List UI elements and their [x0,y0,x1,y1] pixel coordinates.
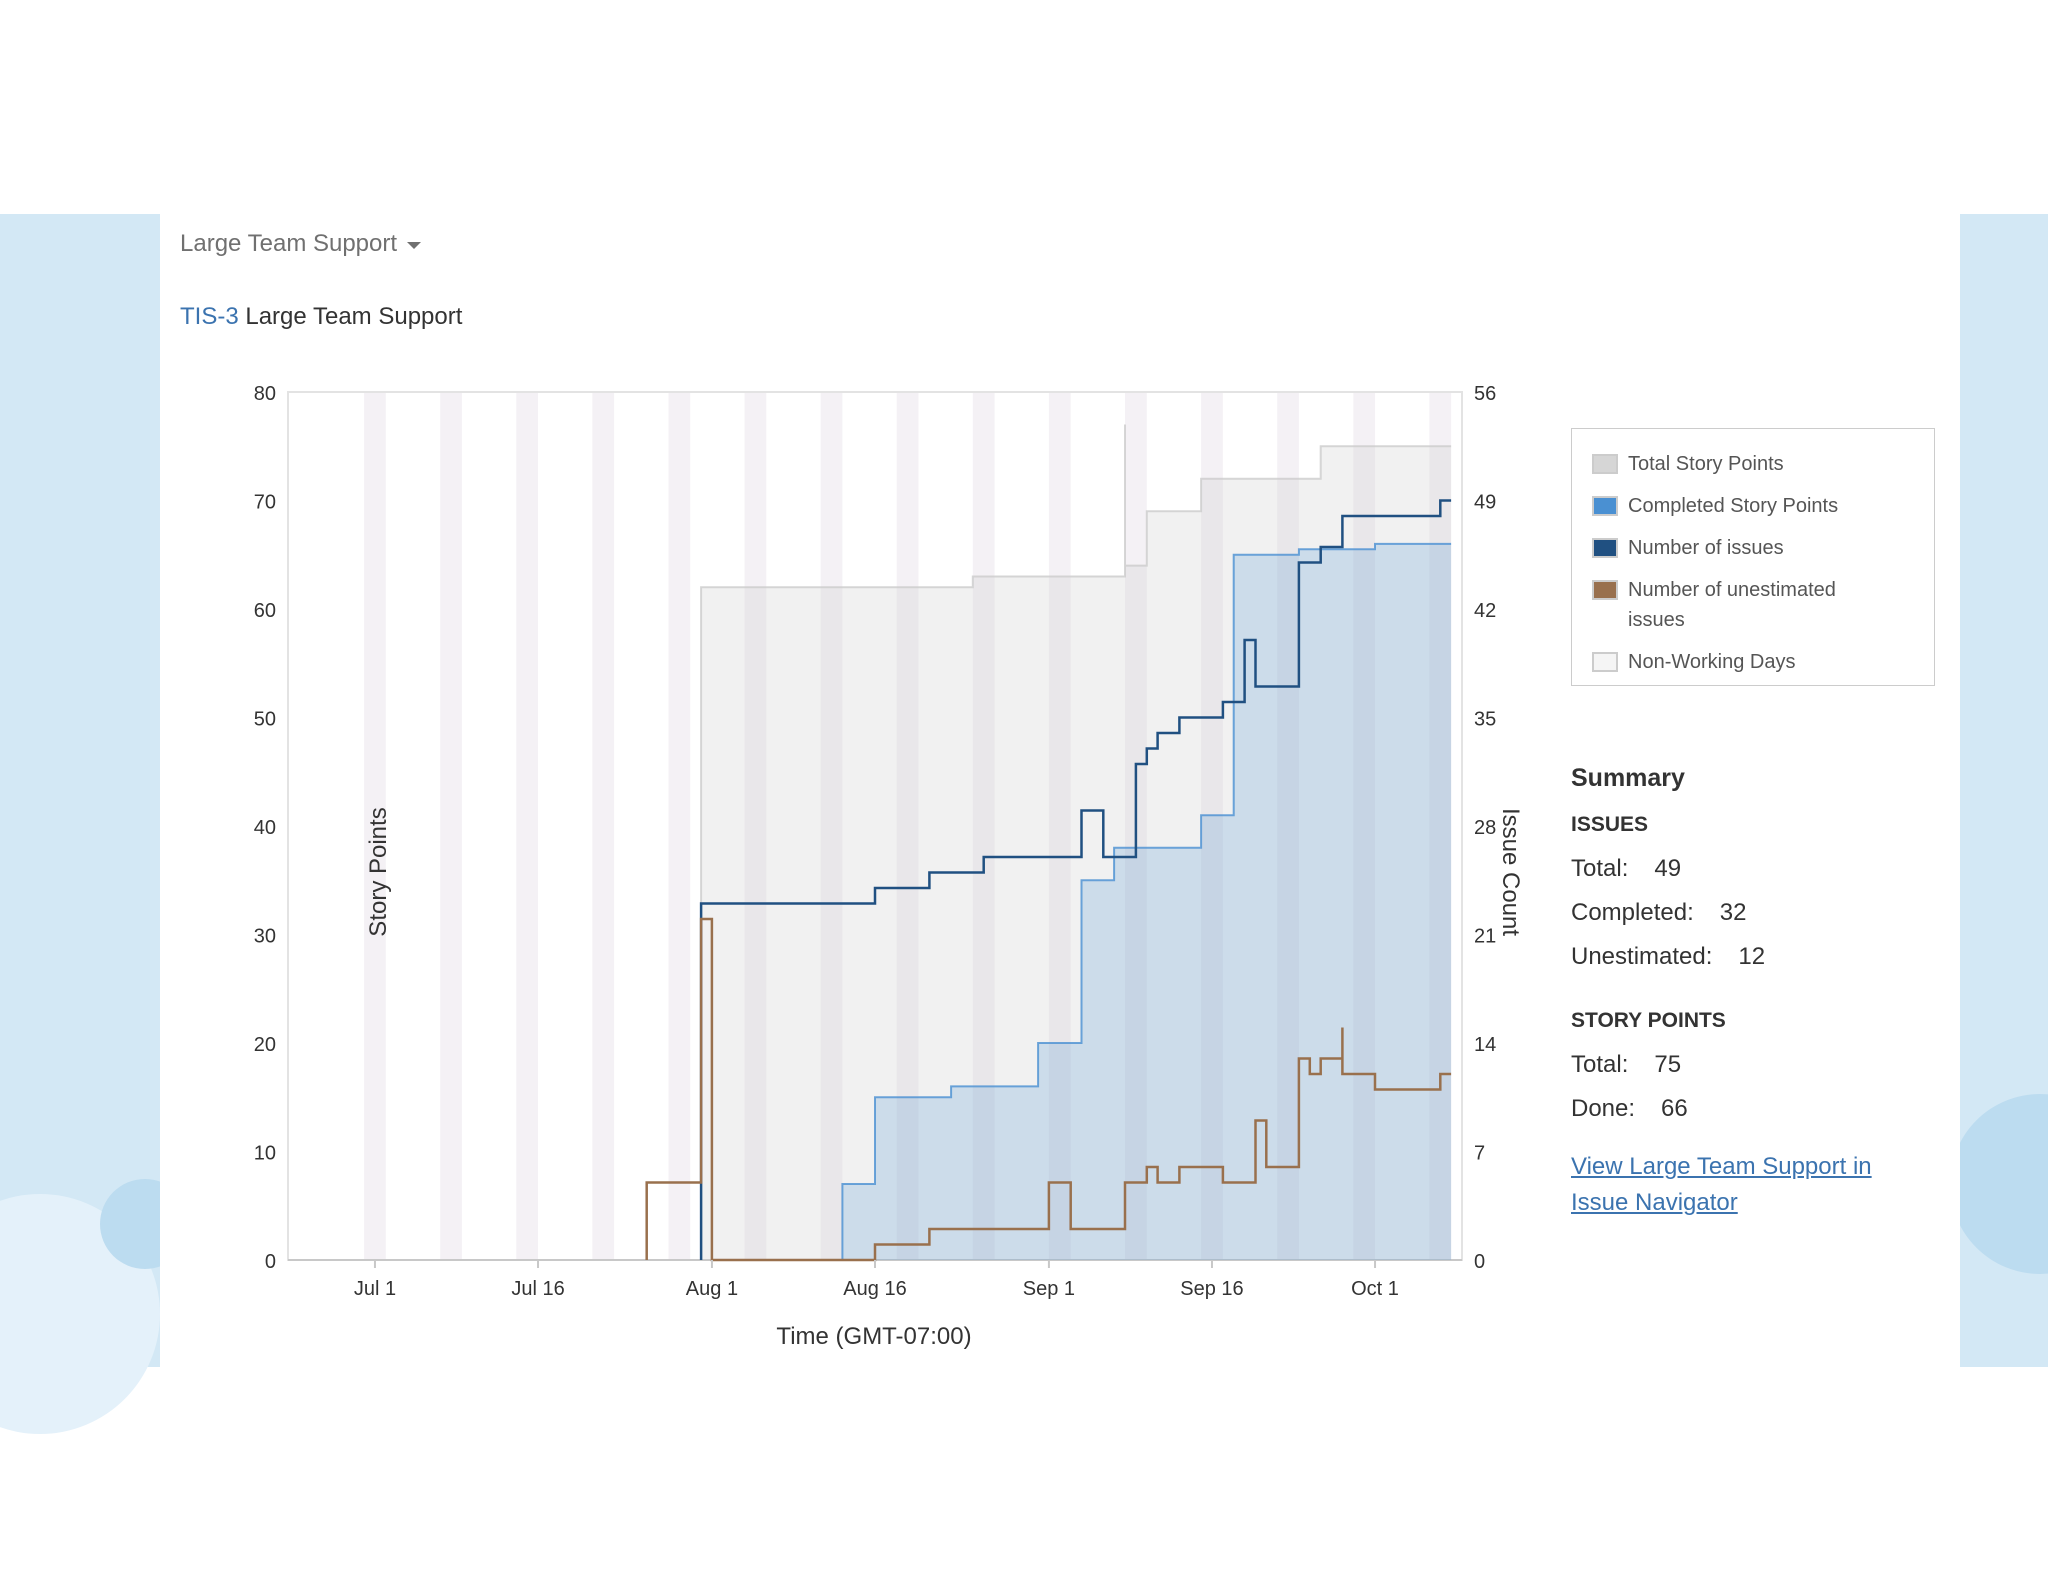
right-axis-ticks: 0 7 14 21 28 35 42 49 56 [1474,383,1496,1273]
issues-heading: ISSUES [1571,813,1649,836]
y2-tick-label: 21 [1474,926,1496,948]
legend-item-non-working-days: Non-Working Days [1592,647,1914,677]
x-tick-label: Jul 16 [511,1278,564,1300]
x-tick-label: Aug 16 [843,1278,906,1300]
x-tick-label: Sep 16 [1180,1278,1243,1300]
legend-item-total-story-points: Total Story Points [1592,449,1914,479]
epic-title: TIS-3 Large Team Support [180,303,462,331]
y-tick-label: 0 [265,1251,276,1273]
non-working-day-band [744,392,767,1260]
stat-value: 75 [1654,1051,1682,1078]
issues-completed-row: Completed: 32 [1571,899,1951,943]
x-axis-label: Time (GMT-07:00) [776,1323,971,1350]
legend-item-completed-story-points: Completed Story Points [1592,491,1914,521]
x-tick-label: Oct 1 [1351,1278,1399,1300]
epic-name: Large Team Support [245,303,463,330]
legend-label: Completed Story Points [1628,495,1839,517]
y2-tick-label: 42 [1474,600,1496,622]
stat-value: 66 [1661,1095,1688,1122]
y-tick-label: 70 [254,492,276,514]
globe-decoration [1950,1094,2048,1274]
non-working-day-band [1353,392,1376,1260]
y2-tick-label: 7 [1474,1143,1485,1165]
legend-label: Non-Working Days [1628,651,1796,673]
left-axis-label: Story Points [365,807,392,936]
issues-total-row: Total: 49 [1571,855,1951,899]
main-panel: Large Team Support TIS-3 Large Team Supp… [160,214,1960,1367]
y-tick-label: 50 [254,709,276,731]
stat-label: Done: [1571,1095,1636,1122]
y2-tick-label: 0 [1474,1251,1485,1273]
legend-item-unestimated-issues: Number of unestimated issues [1592,575,1914,635]
issues-summary: ISSUES Total: 49 Completed: 32 Unestimat… [1571,813,1951,987]
x-tick-label: Aug 1 [686,1278,738,1300]
stat-label: Total: [1571,855,1629,882]
y2-tick-label: 14 [1474,1034,1496,1056]
right-axis-label: Issue Count [1497,808,1524,936]
y-tick-label: 30 [254,926,276,948]
y-tick-label: 10 [254,1143,276,1165]
y-tick-label: 40 [254,817,276,839]
line-series-group [645,424,1452,1262]
non-working-day-band [440,392,462,1260]
non-working-day-band [1277,392,1299,1260]
summary-title: Summary [1571,764,1685,792]
legend-label: Total Story Points [1628,453,1784,475]
non-working-day-band [364,392,386,1260]
line-completed-story-points [841,542,1452,1260]
legend-label: Number of issues [1628,537,1784,559]
story-points-summary: STORY POINTS Total: 75 Done: 66 [1571,1009,1951,1139]
summary-panel: Summary ISSUES Total: 49 Completed: 32 U… [1571,764,1951,1221]
x-axis-ticks: Jul 1 Jul 16 Aug 1 Aug 16 Sep 1 Sep 16 Oct 1 [354,1260,1399,1300]
non-working-day-band [592,392,615,1260]
legend-swatch [1592,538,1618,558]
legend-swatch [1592,496,1618,516]
non-working-day-band [516,392,539,1260]
legend-label: Number of unestimated issues [1628,579,1836,631]
issue-navigator-link[interactable]: View Large Team Support in Issue Navigat… [1571,1153,1872,1216]
y2-tick-label: 49 [1474,492,1496,514]
epic-dropdown-label: Large Team Support [180,230,398,257]
stat-label: Unestimated: [1571,943,1713,970]
x-tick-label: Sep 1 [1023,1278,1075,1300]
y2-tick-label: 35 [1474,709,1496,731]
stat-label: Completed: [1571,899,1694,926]
non-working-day-band [972,392,995,1260]
chart-legend: Total Story Points Completed Story Point… [1571,428,1935,686]
non-working-day-band [896,392,919,1260]
story-points-total-row: Total: 75 [1571,1051,1951,1095]
legend-swatch [1592,454,1618,474]
line-total-story-points [700,424,1452,1260]
line-number-of-unestimated-issues [645,917,1452,1262]
area-total-story-points [701,424,1452,1260]
non-working-day-band [1201,392,1223,1260]
y2-tick-label: 28 [1474,817,1496,839]
chevron-down-icon [407,242,422,249]
legend-swatch [1592,652,1618,672]
y-tick-label: 20 [254,1034,276,1056]
story-points-done-row: Done: 66 [1571,1095,1951,1139]
story-points-heading: STORY POINTS [1571,1009,1726,1032]
epic-dropdown[interactable]: Large Team Support [180,230,422,258]
x-tick-label: Jul 1 [354,1278,396,1300]
non-working-day-band [820,392,843,1260]
legend-item-number-of-issues: Number of issues [1592,533,1914,563]
non-working-day-band [668,392,691,1260]
issues-unestimated-row: Unestimated: 12 [1571,943,1951,987]
y2-tick-label: 56 [1474,383,1496,405]
line-number-of-issues [699,499,1452,1260]
y-tick-label: 60 [254,600,276,622]
legend-swatch [1592,580,1618,600]
epic-key-link[interactable]: TIS-3 [180,303,239,330]
stat-value: 12 [1738,943,1766,970]
stat-label: Total: [1571,1051,1629,1078]
y-tick-label: 80 [254,383,276,405]
stat-value: 49 [1654,855,1682,882]
left-axis-ticks: 0 10 20 30 40 50 60 70 80 [254,383,276,1273]
epic-report-chart: 0 10 20 30 40 50 60 70 80 0 7 14 21 28 35 42 49 56 Jul 1… [254,383,1524,1350]
stat-value: 32 [1719,899,1747,926]
non-working-day-band [1429,392,1452,1260]
